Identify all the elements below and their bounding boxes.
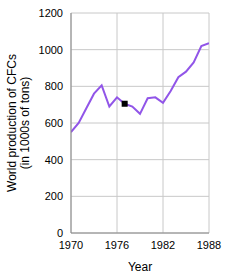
svg-text:1000: 1000 — [39, 44, 63, 56]
svg-text:1200: 1200 — [39, 7, 63, 19]
svg-text:800: 800 — [45, 80, 63, 92]
svg-text:1982: 1982 — [151, 239, 175, 251]
svg-text:(in 1000s of tons): (in 1000s of tons) — [18, 77, 32, 170]
svg-text:1976: 1976 — [105, 239, 129, 251]
svg-text:400: 400 — [45, 154, 63, 166]
svg-text:200: 200 — [45, 190, 63, 202]
svg-text:Year: Year — [128, 260, 152, 274]
svg-text:600: 600 — [45, 117, 63, 129]
svg-text:1970: 1970 — [59, 239, 83, 251]
svg-text:1988: 1988 — [197, 239, 218, 251]
svg-text:0: 0 — [57, 227, 63, 239]
svg-text:World production of CFCs: World production of CFCs — [8, 54, 19, 192]
